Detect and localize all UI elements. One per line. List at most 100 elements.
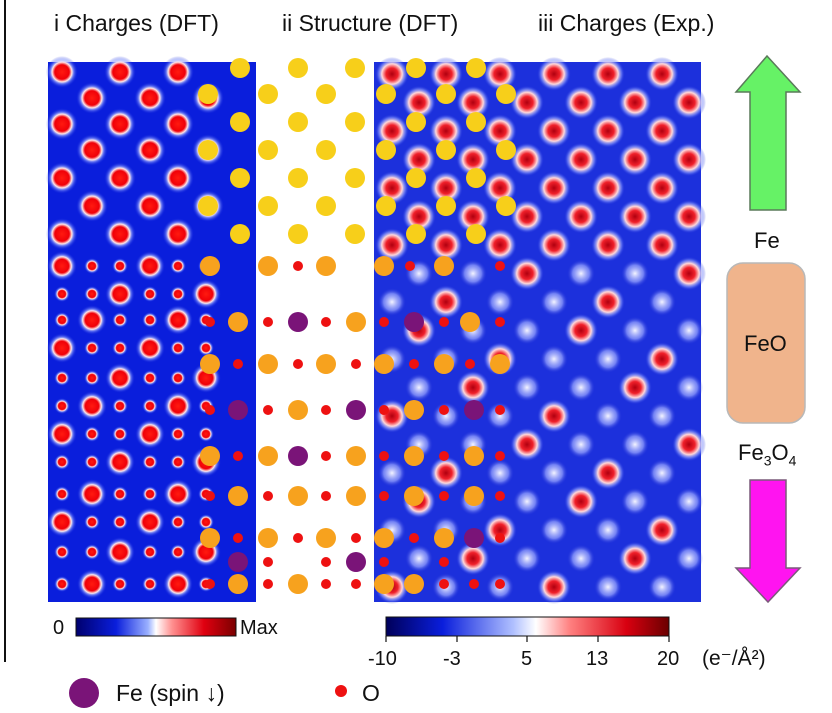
dft-charge-blob [142,286,158,302]
oxygen-atom-marker [233,451,243,461]
exp-charge-blob [483,228,517,262]
fe-atom-marker [374,574,394,594]
dft-charge-blob [105,363,135,393]
fe-atom-marker [406,112,426,132]
arrow-down-icon [734,479,802,604]
dft-charge-blob [142,398,158,414]
exp-charge-blob [405,373,433,402]
fe-atom-marker [404,400,424,420]
dft-charge-blob [142,544,158,560]
fe3o4-sub-3: 3 [763,452,772,469]
exp-charge-blob [456,370,490,405]
fe-atom-marker [200,446,220,466]
label-fe3o4: Fe3O4 [738,440,796,468]
oxygen-atom-marker [205,317,215,327]
exp-charge-blob [456,85,490,120]
legend-fe-marker [69,678,99,708]
exp-charge-blob [513,373,541,402]
fe-atom-marker [198,140,218,160]
oxygen-atom-marker [293,533,303,543]
exp-charge-blob [540,459,568,487]
exp-charge-blob [402,85,436,120]
oxygen-atom-marker [321,451,331,461]
oxygen-atom-marker [293,261,303,271]
fe-spin-down-marker [404,312,424,332]
dft-charge-blob [163,305,193,335]
oxygen-atom-marker [263,491,273,501]
dft-charge-blob [142,576,158,592]
dft-charge-blob [104,108,136,140]
exp-charge-blob [405,544,433,573]
fe-atom-marker [228,574,248,594]
fe-atom-marker [406,58,426,78]
colorbar-exp-tick-label: -3 [443,648,461,670]
fe-atom-marker [406,224,426,244]
fe-atom-marker [316,196,336,216]
exp-charge-blob [429,171,463,205]
exp-charge-blob [486,402,514,430]
fe-atom-marker [200,528,220,548]
exp-charge-blob [675,487,703,516]
fe-atom-marker [466,168,486,188]
exp-charge-blob [429,228,463,262]
exp-charge-blob [618,85,652,120]
oxygen-atom-marker [205,579,215,589]
oxygen-atom-marker [205,405,215,415]
dft-charge-blob [170,454,186,470]
exp-charge-blob [645,513,679,547]
exp-charge-blob [591,171,625,205]
exp-charge-blob [564,199,598,234]
oxygen-atom-marker [495,405,505,415]
fe-spin-down-marker [288,312,308,332]
dft-charge-blob [134,82,166,114]
oxygen-atom-marker [495,317,505,327]
oxygen-atom-marker [495,579,505,589]
exp-charge-blob [540,345,568,373]
dft-charge-blob [84,286,100,302]
arrow-up-icon [734,54,802,211]
dft-charge-blob [198,514,214,530]
dft-charge-blob [163,479,193,509]
exp-charge-blob [645,57,679,91]
dft-charge-blob [112,514,128,530]
exp-charge-blob [429,456,463,490]
exp-charge-blob [672,427,706,462]
exp-charge-blob [591,285,625,319]
exp-charge-blob [648,459,676,487]
exp-charge-blob [645,114,679,148]
fe-atom-marker [436,196,456,216]
fe-atom-marker [258,354,278,374]
dft-charge-blob [54,576,70,592]
feo-box [726,262,806,424]
dft-charge-blob [54,398,70,414]
dft-charge-blob [142,454,158,470]
fe-atom-marker [466,112,486,132]
exp-charge-blob [645,228,679,262]
fe-atom-marker [374,528,394,548]
exp-charge-blob [510,142,544,177]
fe-atom-marker [496,84,516,104]
oxygen-atom-marker [379,491,389,501]
fe-atom-marker [258,256,278,276]
dft-charge-blob [47,251,77,281]
dft-charge-blob [162,56,194,88]
exp-charge-blob [648,288,676,316]
exp-charge-blob [648,573,676,601]
exp-charge-blob [621,259,649,288]
exp-charge-blob [621,316,649,345]
dft-charge-blob [84,514,100,530]
exp-charge-blob [375,228,409,262]
fe-atom-marker [434,256,454,276]
dft-charge-blob [76,190,108,222]
dft-charge-blob [112,426,128,442]
dft-charge-blob [142,370,158,386]
fe-atom-marker [496,196,516,216]
dft-charge-blob [77,479,107,509]
fe-atom-marker [258,528,278,548]
dft-charge-blob [47,333,77,363]
fe-atom-marker [346,312,366,332]
dft-charge-blob [46,108,78,140]
fe-atom-marker [434,528,454,548]
oxygen-atom-marker [439,451,449,461]
label-fe-top: Fe [754,228,780,253]
